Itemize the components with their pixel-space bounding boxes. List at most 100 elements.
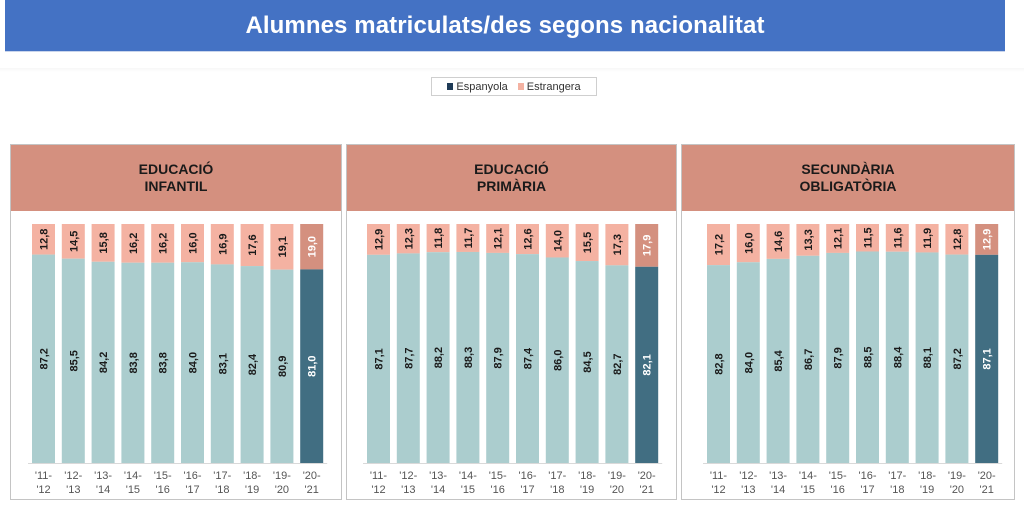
data-label-estrangera: 16,0 — [188, 232, 200, 253]
x-tick-label: '12- '13 — [739, 470, 757, 496]
separator — [0, 68, 1024, 72]
bar-estrangera — [575, 224, 599, 262]
x-tick-label: '16- '17 — [184, 470, 202, 496]
x-tick-label: '17- '18 — [213, 470, 231, 496]
bar-estrangera — [545, 224, 569, 258]
bar-espanyola — [240, 266, 264, 463]
x-tick-label-line: '21 — [980, 484, 994, 496]
data-label-estrangera: 17,3 — [612, 234, 624, 255]
x-tick-label: '20- '21 — [638, 470, 656, 496]
data-label-espanyola: 84,2 — [98, 352, 110, 373]
x-tick-label: '19- '20 — [273, 470, 291, 496]
x-tick-label-line: '14 — [96, 484, 110, 496]
bar-espanyola — [796, 255, 820, 463]
panel-title-line: SECUNDÀRIA — [801, 161, 895, 177]
bar-espanyola — [975, 254, 999, 463]
legend: Espanyola Estrangera — [431, 77, 597, 96]
x-tick-label: '12- '13 — [399, 470, 417, 496]
bar-espanyola — [885, 251, 909, 463]
data-label-estrangera: 16,2 — [128, 233, 140, 254]
bar-estrangera — [516, 224, 539, 255]
x-tick-label-line: '12- — [739, 470, 757, 482]
data-label-espanyola: 82,4 — [247, 353, 259, 375]
x-tick-label-line: '17 — [520, 484, 534, 496]
bar-espanyola — [545, 257, 569, 463]
bar-espanyola — [826, 252, 850, 463]
data-label-estrangera: 14,5 — [68, 231, 80, 252]
bar-estrangera — [151, 224, 175, 263]
x-tick-label: '14- '15 — [799, 470, 817, 496]
x-tick-label-line: '19 — [920, 484, 934, 496]
bar-espanyola — [856, 251, 879, 463]
legend-swatch-estrangera — [517, 83, 524, 90]
data-label-estrangera: 12,8 — [39, 229, 51, 250]
bar-espanyola — [181, 262, 204, 463]
data-label-estrangera: 12,9 — [982, 229, 994, 250]
data-label-espanyola: 88,1 — [922, 347, 934, 368]
x-tick-label-line: '13- — [94, 470, 112, 482]
data-label-estrangera: 16,2 — [158, 233, 170, 254]
x-tick-label-line: '17- — [213, 470, 231, 482]
x-tick-label-line: '13- — [429, 470, 447, 482]
bar-espanyola — [367, 254, 390, 463]
x-tick-label-line: '15 — [801, 484, 815, 496]
bar-estrangera — [91, 224, 115, 262]
data-label-estrangera: 12,1 — [833, 228, 845, 249]
legend-item-espanyola: Espanyola — [447, 80, 508, 93]
data-label-espanyola: 86,0 — [552, 350, 564, 371]
bar-estrangera — [61, 224, 85, 259]
legend-label: Espanyola — [456, 80, 508, 93]
x-tick-label-line: '13- — [769, 470, 787, 482]
data-label-estrangera: 12,6 — [523, 228, 535, 249]
x-tick-label: '13- '14 — [769, 470, 787, 496]
bar-espanyola — [575, 261, 599, 463]
x-tick-label-line: '21 — [640, 484, 654, 496]
x-tick-label-line: '20- — [303, 470, 321, 482]
bar-espanyola — [121, 262, 145, 463]
data-label-espanyola: 88,5 — [863, 347, 875, 368]
x-tick-label: '20- '21 — [303, 470, 321, 496]
x-tick-label: '19- '20 — [948, 470, 966, 496]
x-tick-label-line: '16- — [184, 470, 202, 482]
data-label-espanyola: 84,0 — [188, 352, 200, 373]
x-tick-label-line: '20- — [638, 470, 656, 482]
bar-espanyola — [396, 253, 420, 463]
data-label-espanyola: 87,4 — [523, 347, 535, 369]
data-label-estrangera: 16,9 — [217, 233, 229, 254]
data-label-estrangera: 17,2 — [714, 234, 726, 255]
x-tick-label-line: '21 — [305, 484, 319, 496]
panel-header: EDUCACIÓ INFANTIL — [11, 145, 341, 211]
x-tick-label: '17- '18 — [888, 470, 906, 496]
bar-estrangera — [915, 224, 939, 253]
bar-estrangera — [826, 224, 850, 253]
bar-espanyola — [426, 252, 450, 463]
x-tick-label-line: '18- — [243, 470, 261, 482]
x-tick-label: '15- '16 — [154, 470, 172, 496]
panel-title: EDUCACIÓ INFANTIL — [139, 161, 214, 195]
x-tick-label: '11- '12 — [370, 470, 388, 496]
bar-estrangera — [396, 224, 420, 254]
panel-title: SECUNDÀRIA OBLIGATÒRIA — [800, 161, 897, 195]
x-tick-label: '13- '14 — [429, 470, 447, 496]
data-label-espanyola: 87,9 — [493, 347, 505, 368]
bar-estrangera — [181, 224, 204, 263]
bar-espanyola — [516, 254, 539, 463]
data-label-espanyola: 81,0 — [307, 355, 319, 376]
x-tick-label-line: '12 — [711, 484, 725, 496]
bar-estrangera — [486, 224, 510, 253]
data-label-estrangera: 12,9 — [374, 229, 386, 250]
panel-title-line: EDUCACIÓ — [474, 161, 549, 177]
bar-estrangera — [426, 224, 450, 253]
data-label-espanyola: 87,2 — [39, 348, 51, 369]
x-tick-label-line: '16- — [859, 470, 877, 482]
bar-espanyola — [707, 265, 730, 463]
data-label-estrangera: 17,6 — [247, 234, 259, 255]
bar-estrangera — [121, 224, 145, 263]
x-tick-label-line: '11- — [370, 470, 388, 482]
data-label-espanyola: 87,1 — [982, 348, 994, 369]
x-tick-label-line: '17- — [548, 470, 566, 482]
data-label-espanyola: 83,8 — [158, 352, 170, 373]
bar-espanyola — [635, 266, 659, 463]
x-tick-label-line: '15- — [829, 470, 847, 482]
bar-estrangera — [945, 224, 969, 255]
